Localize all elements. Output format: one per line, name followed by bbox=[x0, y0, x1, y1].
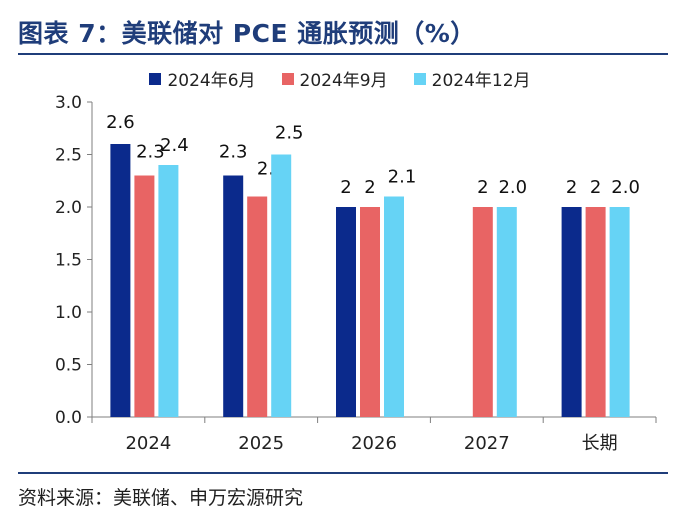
data-label: 2.3 bbox=[219, 142, 248, 163]
data-label: 2.1 bbox=[388, 167, 417, 188]
bar-sep bbox=[134, 175, 155, 417]
x-tick-label: 2027 bbox=[464, 433, 510, 454]
bar-dec bbox=[158, 165, 179, 417]
y-tick-label: 3.0 bbox=[55, 93, 82, 113]
title-rule bbox=[18, 53, 668, 55]
legend-swatch-jun bbox=[149, 72, 162, 85]
data-label: 2.0 bbox=[611, 177, 640, 198]
legend: 2024年6月 2024年9月 2024年12月 bbox=[0, 66, 680, 91]
y-tick-label: 2.5 bbox=[55, 146, 82, 166]
data-label: 2.0 bbox=[498, 177, 527, 198]
data-label: 2.3 bbox=[136, 142, 165, 163]
data-label: 2.6 bbox=[106, 112, 135, 133]
legend-label-dec: 2024年12月 bbox=[431, 71, 531, 91]
data-label: 2 bbox=[590, 177, 601, 198]
source-rule bbox=[18, 472, 668, 474]
bar-dec bbox=[384, 196, 404, 417]
chart-title: 图表 7：美联储对 PCE 通胀预测（%） bbox=[18, 19, 476, 48]
data-label: 2.5 bbox=[275, 123, 304, 144]
bar-sep bbox=[472, 207, 493, 417]
y-tick-label: 0.5 bbox=[55, 356, 82, 376]
bar-dec bbox=[496, 207, 517, 417]
x-tick-label: 2025 bbox=[238, 433, 284, 454]
bar-jun bbox=[110, 144, 131, 417]
bar-dec bbox=[609, 207, 630, 417]
data-label: 2.4 bbox=[160, 135, 189, 156]
bar-jun bbox=[223, 175, 244, 417]
x-tick-label: 2026 bbox=[351, 433, 397, 454]
y-tick-label: 0.0 bbox=[55, 408, 82, 428]
source-note: 资料来源：美联储、申万宏源研究 bbox=[18, 487, 304, 509]
legend-label-jun: 2024年6月 bbox=[167, 71, 256, 91]
legend-item-dec: 2024年12月 bbox=[413, 66, 531, 91]
bar-sep bbox=[585, 207, 606, 417]
x-tick-label: 长期 bbox=[582, 433, 618, 454]
data-label: 2 bbox=[566, 177, 577, 198]
y-tick-label: 1.0 bbox=[55, 303, 82, 323]
y-tick-label: 2.0 bbox=[55, 198, 82, 218]
legend-label-sep: 2024年9月 bbox=[299, 71, 388, 91]
legend-item-sep: 2024年9月 bbox=[281, 66, 388, 91]
data-label: 2 bbox=[364, 177, 375, 198]
bar-jun bbox=[336, 207, 356, 417]
bar-sep bbox=[360, 207, 380, 417]
bar-chart: 0.00.51.01.52.02.53.02.62.32.420242.32.1… bbox=[55, 93, 657, 454]
bar-sep bbox=[247, 196, 268, 417]
bar-jun bbox=[561, 207, 582, 417]
legend-item-jun: 2024年6月 bbox=[149, 66, 256, 91]
bar-dec bbox=[271, 154, 292, 417]
legend-swatch-sep bbox=[281, 72, 294, 85]
data-label: 2 bbox=[477, 177, 488, 198]
data-label: 2 bbox=[340, 177, 351, 198]
x-tick-label: 2024 bbox=[125, 433, 171, 454]
y-tick-label: 1.5 bbox=[55, 251, 82, 271]
legend-swatch-dec bbox=[413, 72, 426, 85]
